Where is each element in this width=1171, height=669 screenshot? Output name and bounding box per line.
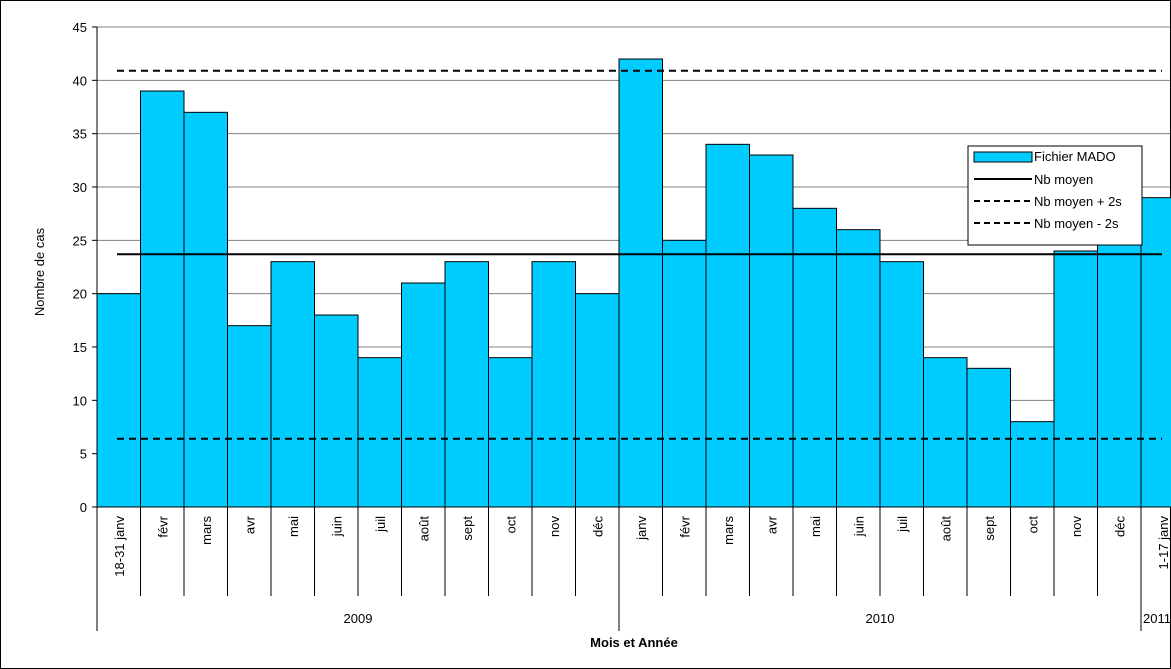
y-tick-label: 15 (73, 340, 87, 355)
y-tick-label: 25 (73, 233, 87, 248)
y-tick-label: 45 (73, 20, 87, 35)
bar (836, 229, 881, 508)
bar (705, 143, 750, 508)
bar (401, 282, 446, 508)
x-tick-label: 1-17 janv (1156, 516, 1171, 570)
x-tick-label: sept (460, 516, 475, 541)
y-axis-label: Nombre de cas (32, 227, 47, 316)
legend: Fichier MADO Nb moyen Nb moyen + 2s Nb moye… (967, 145, 1143, 246)
bar (183, 111, 228, 508)
x-tick-label: juil (373, 516, 388, 533)
y-tick-label: 30 (73, 180, 87, 195)
bar (444, 261, 489, 508)
x-tick-label: juil (895, 516, 910, 533)
bar (575, 293, 620, 508)
bar (1010, 421, 1055, 508)
bar (488, 357, 533, 508)
y-tick-label: 5 (80, 447, 87, 462)
legend-label: Nb moyen (1034, 172, 1093, 187)
x-tick-label: 18-31 janv (112, 516, 127, 577)
bar (531, 261, 576, 508)
bar (227, 325, 272, 508)
bar (749, 154, 794, 508)
reference-lines (117, 69, 1162, 440)
bar (314, 314, 359, 508)
x-tick-label: août (938, 516, 953, 542)
legend-label: Nb moyen - 2s (1034, 216, 1119, 231)
bar (792, 207, 837, 508)
x-tick-label: févr (677, 515, 692, 537)
x-tick-label: juin (851, 516, 866, 537)
x-tick-label: avr (764, 515, 779, 534)
x-tick-label: avr (242, 515, 257, 534)
x-tick-label: janv (634, 516, 649, 541)
legend-label: Nb moyen + 2s (1034, 194, 1122, 209)
year-groups: 2009 2010 2011 (96, 596, 1171, 631)
bar (357, 357, 402, 508)
legend-label: Fichier MADO (1034, 149, 1116, 164)
y-tick-label: 40 (73, 73, 87, 88)
x-tick-label: oct (1025, 516, 1040, 534)
bar (662, 239, 707, 508)
bar (140, 90, 185, 508)
group-label: 2011 (1143, 611, 1171, 626)
bar (270, 261, 315, 508)
bar (879, 261, 924, 508)
x-tick-label: mai (808, 516, 823, 537)
x-tick-label: nov (547, 516, 562, 537)
bar (1097, 218, 1142, 508)
x-tick-label: nov (1069, 516, 1084, 537)
bar (923, 357, 968, 508)
bar (1053, 250, 1098, 508)
x-tick-label: oct (503, 516, 518, 534)
y-tick-label: 35 (73, 127, 87, 142)
x-tick-labels: 18-31 janv févr mars avr mai juin juil août sept… (112, 515, 1171, 576)
group-label: 2010 (866, 611, 895, 626)
bar (96, 293, 141, 508)
y-tick-label: 10 (73, 393, 87, 408)
x-tick-label: mars (199, 516, 214, 545)
axes (92, 26, 1170, 596)
y-tick-label: 20 (73, 287, 87, 302)
y-tick-label: 0 (80, 500, 87, 515)
x-tick-label: mars (721, 516, 736, 545)
legend-swatch (973, 151, 1033, 163)
bar (1140, 197, 1171, 508)
x-axis-label: Mois et Année (590, 635, 678, 650)
x-tick-label: déc (1112, 516, 1127, 537)
x-tick-label: juin (329, 516, 344, 537)
bar (618, 58, 663, 508)
x-tick-label: déc (590, 516, 605, 537)
bar (966, 367, 1011, 508)
x-tick-label: sept (982, 516, 997, 541)
y-tick-labels: 0 5 10 15 20 25 30 35 40 45 (73, 20, 87, 515)
x-tick-label: févr (155, 515, 170, 537)
x-tick-label: mai (286, 516, 301, 537)
group-label: 2009 (344, 611, 373, 626)
bars (96, 58, 1171, 508)
x-tick-label: août (416, 516, 431, 542)
